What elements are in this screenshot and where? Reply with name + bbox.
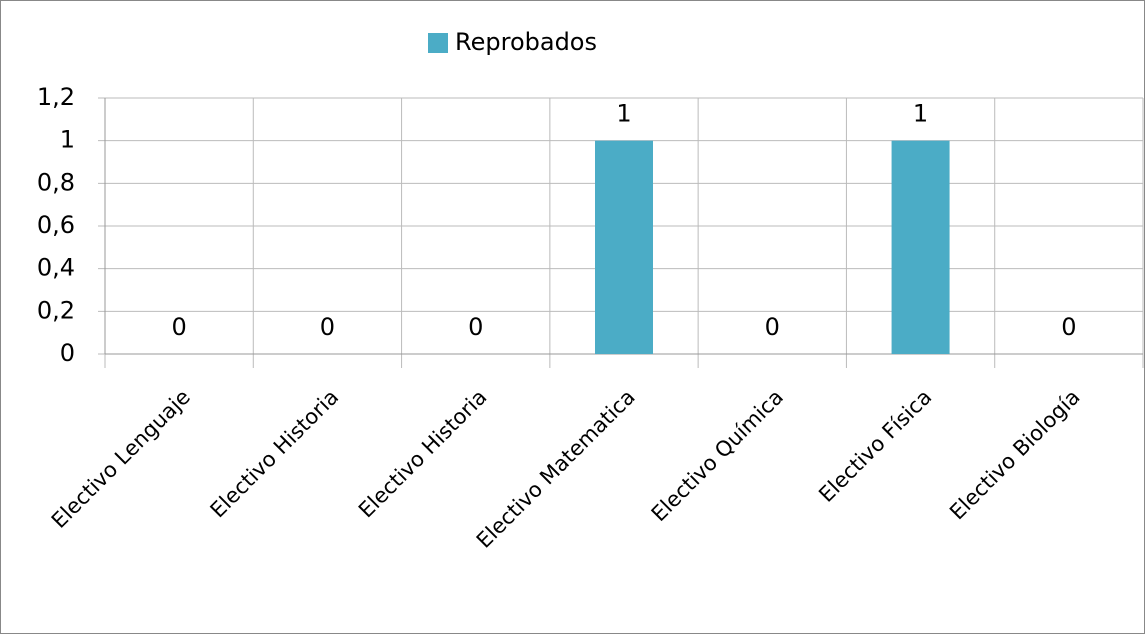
data-label: 0	[1061, 313, 1076, 341]
bar	[595, 140, 653, 354]
y-tick-label: 0,2	[37, 296, 75, 324]
data-label: 1	[913, 100, 928, 128]
legend-swatch	[428, 33, 448, 53]
data-label: 0	[320, 313, 335, 341]
bar	[891, 140, 950, 354]
data-label: 0	[468, 313, 483, 341]
y-tick-label: 0,6	[37, 211, 75, 239]
y-tick-label: 1	[60, 126, 75, 154]
data-label: 1	[616, 100, 631, 128]
y-tick-label: 0,8	[37, 168, 75, 196]
y-tick-label: 0,4	[37, 254, 75, 282]
y-tick-label: 0	[60, 339, 75, 367]
y-tick-label: 1,2	[37, 83, 75, 111]
data-label: 0	[172, 313, 187, 341]
data-label: 0	[765, 313, 780, 341]
legend-label: Reprobados	[455, 28, 597, 56]
